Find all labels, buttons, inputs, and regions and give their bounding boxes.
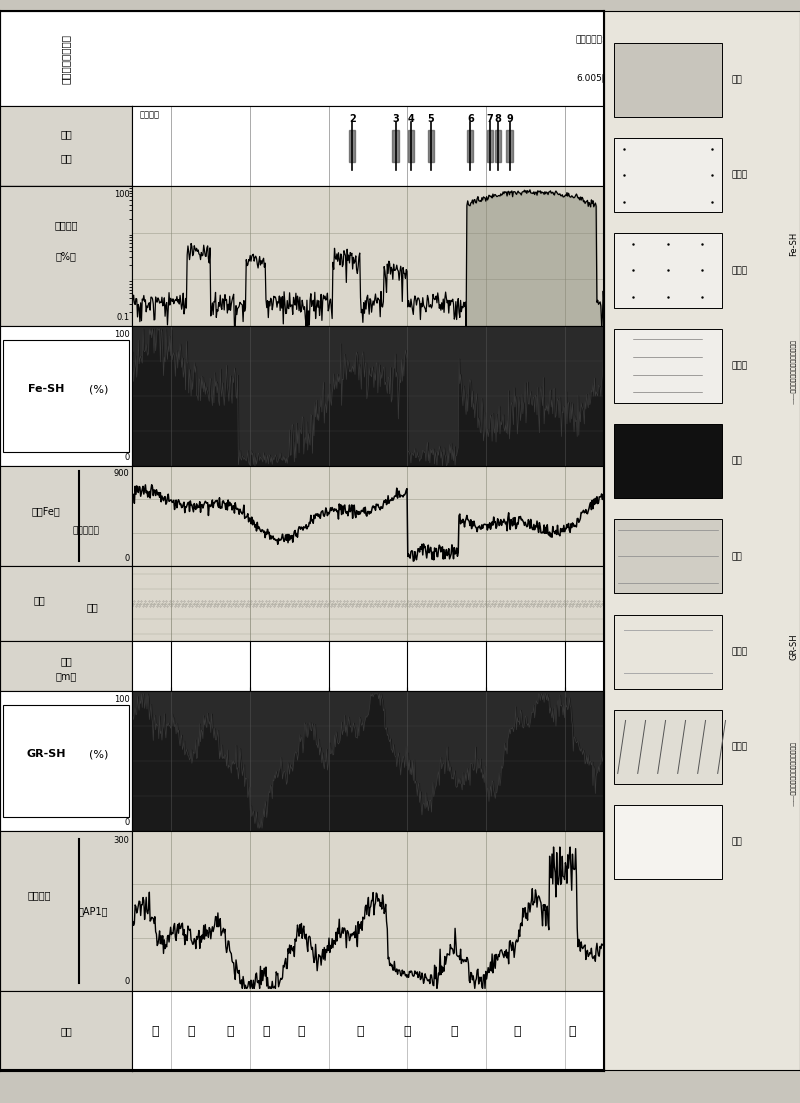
Text: 0.1: 0.1 (116, 313, 130, 322)
Text: Fe-SH: Fe-SH (28, 384, 64, 394)
Text: （%）: （%） (55, 251, 77, 261)
Text: GR-SH: GR-SH (26, 749, 66, 759)
Text: （AP1）: （AP1） (77, 906, 108, 915)
Text: （脉冲数）: （脉冲数） (72, 526, 99, 536)
Text: 盒: 盒 (514, 1025, 522, 1038)
Text: 0: 0 (124, 817, 130, 827)
Bar (349, 130, 355, 162)
Bar (664, 15, 800, 101)
Text: 组: 组 (450, 1025, 458, 1038)
Text: 煤层: 煤层 (731, 457, 742, 465)
Bar (428, 130, 434, 162)
Text: Fe-SH: Fe-SH (790, 232, 798, 256)
Text: 解释: 解释 (60, 153, 72, 163)
Text: 粗砂岩: 粗砂岩 (731, 171, 747, 180)
Bar (614, 138, 722, 212)
Text: 3: 3 (392, 114, 399, 124)
Text: GR-SH: GR-SH (790, 633, 798, 660)
Text: 剖面: 剖面 (86, 602, 98, 612)
Text: 中砂岩: 中砂岩 (731, 266, 747, 275)
Text: 100: 100 (114, 190, 130, 200)
Text: 2: 2 (349, 114, 356, 124)
Text: ——用铁元素系采取的泥质含量曲线: ——用铁元素系采取的泥质含量曲线 (791, 339, 797, 404)
Text: 天然气产量:: 天然气产量: (576, 35, 606, 44)
Text: 气测全烃: 气测全烃 (54, 221, 78, 231)
Text: 5: 5 (427, 114, 434, 124)
Bar (614, 520, 722, 593)
Bar (614, 43, 722, 117)
Text: (%): (%) (90, 749, 109, 759)
Text: 上: 上 (152, 1025, 159, 1038)
Bar (494, 130, 501, 162)
Text: 深度: 深度 (60, 656, 72, 666)
Text: 干层: 干层 (731, 552, 742, 560)
Text: 6: 6 (467, 114, 474, 124)
Text: 山: 山 (569, 1025, 576, 1038)
Bar (614, 329, 722, 403)
Text: 7: 7 (486, 114, 494, 124)
Text: 8: 8 (494, 114, 502, 124)
Text: 含气层: 含气层 (731, 647, 747, 656)
Text: （m）: （m） (55, 671, 77, 681)
Bar (614, 614, 722, 688)
Text: 自然伽马: 自然伽马 (28, 890, 51, 900)
Text: 4: 4 (408, 114, 414, 124)
Text: 岩性: 岩性 (34, 595, 46, 604)
Text: 100: 100 (114, 695, 130, 704)
Text: 差气层: 差气层 (731, 742, 747, 751)
Text: 射孔位置: 射孔位置 (140, 110, 160, 119)
Text: 射孔综合试验结果: 射孔综合试验结果 (61, 33, 71, 84)
Text: 单层: 单层 (60, 1026, 72, 1036)
Text: 0: 0 (124, 977, 130, 986)
Text: 川: 川 (403, 1025, 411, 1038)
Bar (614, 805, 722, 879)
Text: 盒: 盒 (226, 1025, 234, 1038)
Bar (408, 130, 414, 162)
Bar (392, 130, 398, 162)
Text: 细砂岩: 细砂岩 (731, 362, 747, 371)
Text: 盒: 盒 (356, 1025, 364, 1038)
Bar (2, 340, 130, 452)
Text: 气层: 气层 (731, 838, 742, 847)
Bar (467, 130, 474, 162)
Bar (614, 710, 722, 784)
Text: 综合: 综合 (60, 129, 72, 139)
Text: 9: 9 (506, 114, 513, 124)
Text: ——用自然伽马来取的泥质含量曲线: ——用自然伽马来取的泥质含量曲线 (791, 741, 797, 806)
Bar (506, 130, 513, 162)
Text: 铁（Fe）: 铁（Fe） (32, 506, 61, 516)
Text: 6.005万方/日: 6.005万方/日 (576, 73, 621, 82)
Bar (614, 234, 722, 308)
Text: 泥岩: 泥岩 (731, 75, 742, 84)
Text: 0: 0 (124, 554, 130, 563)
Text: 组: 组 (298, 1025, 305, 1038)
Text: 石: 石 (187, 1025, 194, 1038)
Bar (2, 705, 130, 817)
Text: 300: 300 (114, 836, 130, 845)
Text: 900: 900 (114, 469, 130, 478)
Text: 子: 子 (262, 1025, 270, 1038)
Bar (614, 424, 722, 499)
Bar (486, 130, 493, 162)
Text: (%): (%) (90, 384, 109, 394)
Text: 100: 100 (114, 330, 130, 340)
Text: 0: 0 (124, 453, 130, 462)
